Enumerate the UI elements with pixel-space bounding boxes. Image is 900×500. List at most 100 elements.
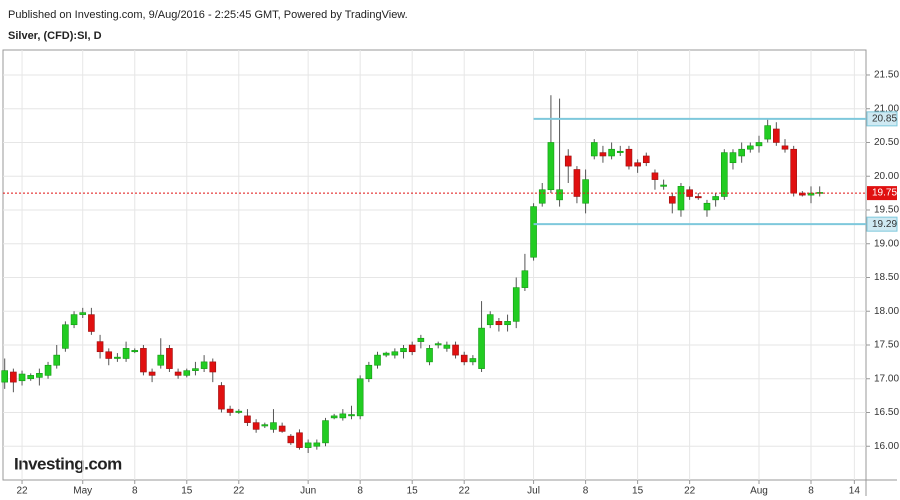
candle-body (651, 172, 659, 180)
x-tick-label: Jun (300, 486, 316, 497)
candle-body (799, 192, 806, 196)
y-tick-label: 18.50 (874, 272, 899, 283)
candle-body (226, 408, 234, 413)
candle-body (391, 351, 399, 356)
candle-body (174, 371, 182, 376)
y-tick-label: 16.50 (874, 407, 899, 418)
candle-body (53, 354, 61, 366)
y-tick-label: 17.50 (874, 340, 899, 351)
candle-body (10, 371, 17, 383)
x-tick-label: 14 (849, 486, 861, 497)
candle-body (192, 368, 199, 371)
level-label: 20.85 (872, 113, 897, 124)
last-price-box (867, 186, 897, 201)
candle-body (504, 321, 511, 326)
x-tick-label: 8 (583, 486, 589, 497)
candle-body (365, 364, 373, 380)
candle-body (330, 415, 338, 419)
level-label-box (866, 216, 898, 232)
plot-frame (2, 49, 867, 481)
candle-body (62, 324, 69, 349)
candle-body (122, 348, 130, 359)
x-tick-label: 8 (132, 486, 138, 497)
candle-body (200, 361, 208, 369)
candle-body (27, 375, 35, 380)
candle-body (287, 435, 295, 444)
candle-body (426, 348, 433, 363)
candle-body (677, 186, 685, 211)
candle-body (625, 148, 633, 167)
candle-body (556, 189, 563, 201)
candle-body (382, 352, 390, 356)
candle-body (773, 128, 780, 143)
candle-body (36, 373, 43, 378)
candle-body (729, 152, 737, 164)
candle-body (582, 179, 589, 204)
candle-body (434, 343, 442, 346)
y-tick-label: 20.00 (874, 171, 899, 182)
candle-body (486, 314, 494, 326)
candle-body (140, 348, 147, 373)
candle-body (18, 373, 26, 382)
candle-body (738, 148, 745, 157)
candle-body (599, 152, 607, 157)
x-tick-label: 8 (808, 486, 814, 497)
candle-body (356, 378, 364, 417)
x-tick-label: 22 (16, 486, 28, 497)
y-tick-label: 19.50 (874, 205, 899, 216)
candle-body (694, 196, 702, 199)
y-tick-label: 20.50 (874, 137, 899, 148)
last-price-label: 19.75 (872, 188, 897, 199)
candle-body (88, 314, 95, 332)
candle-body (764, 125, 771, 140)
x-tick-label: 8 (357, 486, 363, 497)
candle-body (616, 150, 624, 153)
x-tick-label: 22 (684, 486, 696, 497)
candle-body (348, 414, 355, 417)
grid (3, 50, 866, 480)
x-tick-label: 22 (233, 486, 245, 497)
candle-body (296, 432, 303, 448)
candle-body (105, 351, 113, 359)
candle-body (703, 202, 711, 211)
candle-body (166, 348, 173, 369)
candle-body (590, 142, 598, 157)
x-tick-label: 15 (632, 486, 644, 497)
candle-body (183, 370, 191, 376)
candle-body (721, 152, 728, 197)
candle-body (452, 344, 459, 356)
candle-body (642, 155, 650, 164)
candle-body (96, 341, 104, 353)
candle-body (209, 361, 217, 373)
candle-body (747, 145, 754, 150)
candle-body (417, 337, 425, 342)
x-tick-label: 22 (459, 486, 471, 497)
candle-body (660, 184, 667, 187)
candle-body (538, 189, 546, 204)
y-tick-label: 18.00 (874, 306, 899, 317)
candle-body (374, 354, 381, 366)
candle-body (44, 364, 52, 376)
y-tick-label: 17.00 (874, 373, 899, 384)
candle-body (469, 358, 477, 363)
level-label: 19.29 (872, 219, 897, 230)
y-tick-label: 21.50 (874, 70, 899, 81)
candle-body (278, 425, 286, 432)
x-tick-label: 15 (407, 486, 419, 497)
level-label-box (866, 111, 898, 127)
candle-body (512, 287, 520, 322)
candle-body (270, 422, 277, 430)
candle-body (495, 321, 503, 326)
candle-body (443, 344, 451, 349)
candle-body (1, 370, 9, 383)
candle-body (252, 422, 260, 430)
candle-body (400, 348, 407, 353)
candle-body (131, 350, 139, 353)
candle-body (304, 442, 312, 448)
candle-body (755, 142, 763, 147)
candle-body (712, 196, 719, 201)
candle-body (530, 206, 537, 258)
y-tick-label: 19.00 (874, 238, 899, 249)
candle-body (608, 148, 615, 157)
